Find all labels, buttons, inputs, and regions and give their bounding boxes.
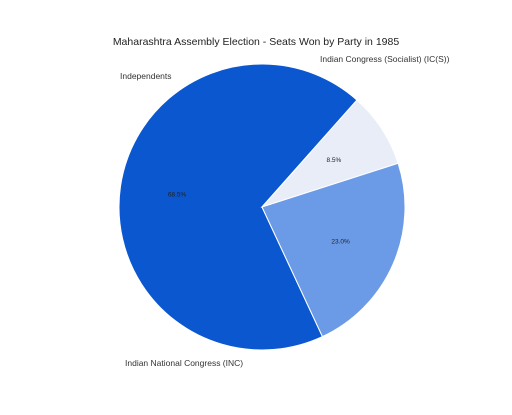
pie-percent-label: 68.5%: [168, 192, 187, 199]
pie-category-label: Independents: [120, 71, 172, 81]
pie-slice: [118, 63, 358, 351]
pie-category-label: Indian Congress (Socialist) (IC(S)): [320, 54, 450, 64]
chart-title: Maharashtra Assembly Election - Seats Wo…: [113, 36, 400, 48]
pie-labels: 68.5% Indian National Congress (INC) 8.5% I…: [120, 54, 450, 368]
pie-category-label: Indian National Congress (INC): [125, 358, 243, 368]
pie-percent-label: 23.0%: [331, 238, 350, 245]
pie-slice: [261, 162, 406, 338]
pie-slices: [118, 63, 406, 351]
pie-percent-label: 8.5%: [326, 157, 341, 164]
